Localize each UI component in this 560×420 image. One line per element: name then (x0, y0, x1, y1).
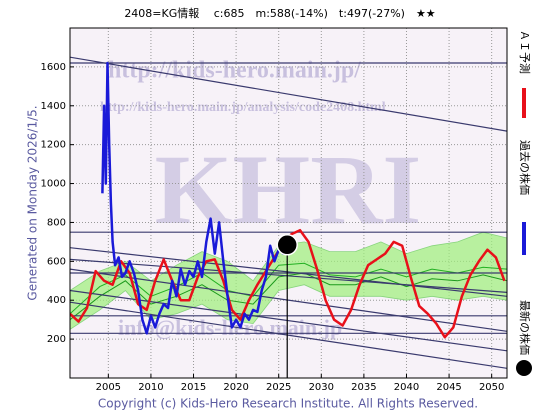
x-tick-label: 2025 (266, 382, 291, 393)
x-tick-label: 2010 (138, 382, 163, 393)
trend-line (70, 258, 507, 293)
trend-line (70, 289, 507, 352)
legend-swatch (516, 360, 532, 376)
side-note: Generated on Monday 2026/1/5. (26, 105, 40, 300)
x-tick-label: 2040 (394, 382, 419, 393)
legend-label: 最新の株価 (518, 300, 532, 355)
x-tick-label: 2045 (436, 382, 461, 393)
trend-line (70, 301, 507, 369)
x-tick-label: 2020 (223, 382, 248, 393)
green-line (70, 272, 507, 321)
y-tick-label: 1400 (41, 101, 66, 112)
x-tick-label: 2005 (96, 382, 121, 393)
plot-frame (69, 27, 508, 379)
latest-point (276, 234, 298, 256)
y-tick-label: 1000 (41, 179, 66, 190)
x-tick-label: 2030 (309, 382, 334, 393)
legend-label: 過去の株価 (518, 140, 532, 195)
y-tick-label: 600 (47, 256, 66, 267)
series-line (101, 61, 289, 335)
watermark: http://kids-hero.main.jp/analysis/code24… (100, 100, 386, 115)
footer: Copyright (c) Kids-Hero Research Institu… (98, 397, 478, 411)
legend-label: ＡＩ予測 (518, 30, 532, 74)
watermark: KHRI (155, 134, 422, 245)
y-tick-label: 1200 (41, 140, 66, 151)
y-tick-label: 1600 (41, 62, 66, 73)
x-tick-label: 2050 (479, 382, 504, 393)
x-tick-label: 2015 (181, 382, 206, 393)
y-tick-label: 200 (47, 334, 66, 345)
trend-line (70, 247, 507, 297)
x-tick-label: 2035 (351, 382, 376, 393)
trend-line (70, 56, 507, 132)
y-tick-label: 400 (47, 295, 66, 306)
green-line (70, 262, 507, 315)
chart-title: 2408=KG情報 c:685 m:588(-14%) t:497(-27%) … (124, 7, 435, 20)
y-tick-label: 800 (47, 217, 66, 228)
